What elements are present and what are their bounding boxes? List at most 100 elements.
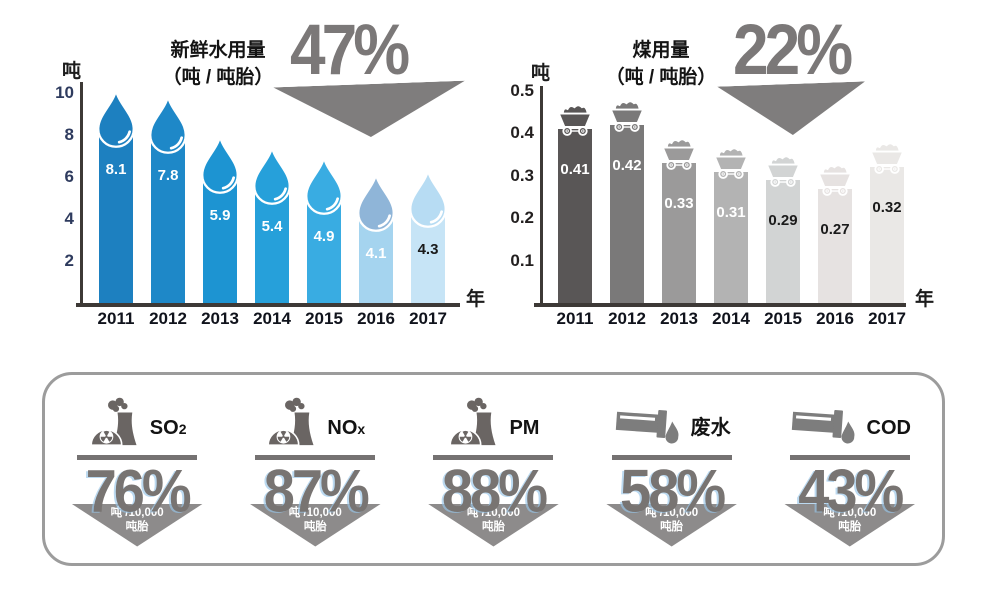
reduction-percentage: 58% [620, 456, 726, 525]
unit-line2: 吨胎 [660, 520, 684, 533]
coal-cart-icon [864, 138, 910, 178]
divider-rule [255, 455, 376, 460]
chart-title-line2: （吨 / 吨胎） [605, 66, 717, 88]
y-tick-label: 6 [64, 167, 74, 186]
chart-title: 新鲜水用量 （吨 / 吨胎） [118, 38, 318, 91]
pollutant-item: PM 88% 吨 /10,000 吨胎 [407, 388, 579, 547]
x-axis-labels: 2011 2012 2013 2014 2015 2016 2017 [90, 309, 454, 329]
bar-value-label: 7.8 [157, 167, 179, 185]
bar-value-label: 8.1 [105, 160, 127, 178]
unit-line2: 吨胎 [303, 520, 327, 533]
pollutant-header: COD [789, 388, 911, 450]
bar: 0.42 [610, 124, 644, 303]
bar: 0.33 [662, 163, 696, 303]
x-axis-unit: 年 [915, 289, 935, 310]
bar-column: 5.4 [246, 146, 298, 303]
x-axis-year-label: 2011 [556, 309, 594, 328]
y-tick-label: 10 [55, 83, 74, 102]
bar-column: 4.9 [298, 156, 350, 303]
coal-cart-icon [760, 151, 806, 191]
pollutant-header: 废水 [613, 388, 731, 450]
reduction-percentage: 76% [85, 456, 192, 525]
pollutant-label: SO2 [149, 417, 187, 439]
y-tick-label: 0.2 [510, 208, 534, 228]
x-axis-year-label: 2016 [357, 309, 395, 328]
bar: 0.27 [818, 188, 852, 303]
bar-column: 0.32 [861, 138, 913, 303]
pollutant-reduction-panel: SO2 76% 吨 /10,000 吨胎 NOx 87% 吨 /10,000 吨胎 PM 88% 吨… [42, 372, 945, 566]
reduction-percentage: 88% [441, 456, 548, 525]
pollutant-label: NOx [327, 417, 366, 439]
y-tick-label: 0.3 [510, 165, 534, 185]
bar: 4.3 [411, 212, 445, 303]
discharge-pipe-icon [789, 401, 863, 450]
bars: 0.41 0.42 0.33 0.31 0.29 0.27 0.32 [549, 96, 913, 303]
divider-rule [433, 455, 554, 460]
bar-value-label: 0.29 [768, 212, 798, 230]
x-axis-year-label: 2016 [816, 309, 854, 328]
pollutant-header: NOx [265, 388, 365, 450]
coal-cart-icon [552, 100, 598, 140]
bar-column: 5.9 [194, 135, 246, 303]
bar-value-label: 0.27 [820, 220, 850, 238]
bar-column: 0.31 [705, 143, 757, 303]
x-axis-year-label: 2012 [149, 309, 187, 328]
x-axis-year-label: 2013 [201, 309, 239, 328]
factory-plant-icon [447, 396, 505, 450]
water-drop-icon [353, 173, 399, 233]
bar-column: 0.27 [809, 160, 861, 303]
bar-column: 0.42 [601, 96, 653, 303]
bar-column: 4.1 [350, 173, 402, 303]
discharge-pipe-icon [613, 401, 687, 450]
unit-line1: 吨 /10,000 [288, 506, 342, 519]
bar-column: 4.3 [402, 169, 454, 303]
bar: 8.1 [99, 132, 133, 303]
x-axis-year-label: 2011 [97, 309, 135, 328]
x-axis-year-label: 2014 [253, 309, 291, 328]
chart-title-line1: 煤用量 [632, 40, 690, 61]
bar-column: 0.29 [757, 151, 809, 303]
pollutant-item: SO2 76% 吨 /10,000 吨胎 [51, 388, 223, 547]
pollutant-header: SO2 [88, 388, 187, 450]
x-axis-year-label: 2015 [764, 309, 802, 328]
water-drop-icon [249, 146, 295, 206]
pollutant-item: COD 43% 吨 /10,000 吨胎 [764, 388, 936, 547]
coal-cart-icon [604, 96, 650, 136]
x-axis-year-label: 2017 [409, 309, 447, 328]
y-axis-unit: 吨 [531, 63, 551, 84]
pollutant-label: COD [866, 417, 911, 439]
divider-rule [611, 455, 732, 460]
water-drop-icon [93, 89, 139, 149]
pollutant-item: 废水 58% 吨 /10,000 吨胎 [586, 388, 758, 547]
y-axis-line [80, 82, 83, 303]
y-tick-label: 0.1 [510, 250, 534, 270]
bar-value-label: 0.31 [716, 203, 746, 221]
chart-title: 煤用量 （吨 / 吨胎） [561, 38, 761, 91]
chart-title-line1: 新鲜水用量 [170, 40, 266, 61]
bar: 4.9 [307, 200, 341, 303]
bar-value-label: 5.9 [209, 207, 231, 225]
y-tick-label: 2 [64, 251, 74, 270]
y-axis-ticks: 0.1 0.2 0.3 0.4 0.5 [497, 0, 534, 345]
bar-value-label: 0.33 [664, 195, 694, 213]
x-axis-year-label: 2015 [305, 309, 343, 328]
bar-column: 0.33 [653, 134, 705, 303]
water-drop-icon [197, 135, 243, 195]
water-drop-icon [145, 95, 191, 155]
unit-line1: 吨 /10,000 [823, 506, 877, 519]
unit-line1: 吨 /10,000 [110, 506, 164, 519]
bar-column: 7.8 [142, 95, 194, 303]
divider-rule [789, 455, 910, 460]
bar: 0.29 [766, 180, 800, 303]
x-axis-line [534, 303, 906, 307]
x-axis-year-label: 2013 [660, 309, 698, 328]
unit-line2: 吨胎 [125, 520, 149, 533]
bar-value-label: 4.9 [313, 228, 335, 246]
bar: 0.32 [870, 167, 904, 303]
factory-plant-icon [88, 396, 146, 450]
unit-line2: 吨胎 [481, 520, 505, 533]
y-tick-label: 0.4 [510, 123, 534, 143]
bar-column: 0.41 [549, 100, 601, 303]
unit-line1: 吨 /10,000 [645, 506, 699, 519]
bar-value-label: 0.42 [612, 156, 642, 174]
